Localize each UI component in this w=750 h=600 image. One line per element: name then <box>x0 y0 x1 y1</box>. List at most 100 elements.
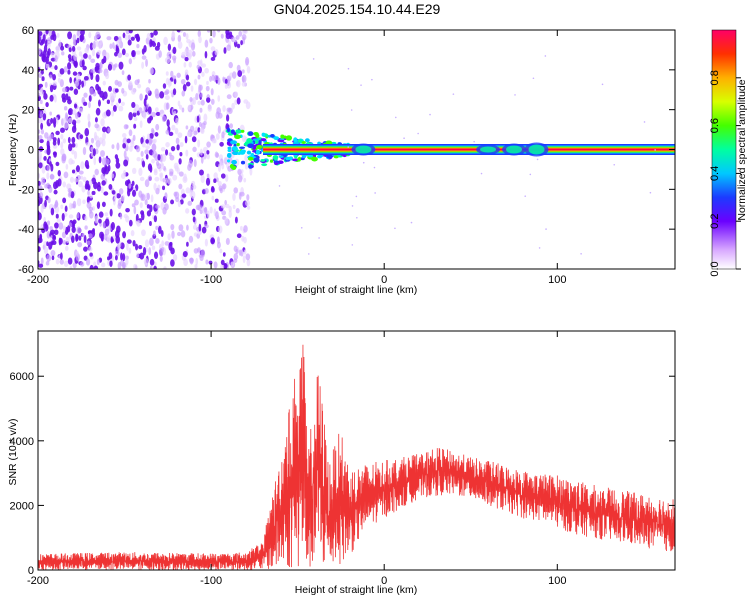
spectrogram-noise-cell <box>136 156 141 162</box>
spectrogram-noise-cell <box>246 194 250 201</box>
spectrogram-cluster-cell <box>270 134 275 138</box>
spectrogram-noise-cell <box>117 203 122 210</box>
spectrogram-noise-cell <box>188 235 194 243</box>
spectrogram-noise-cell <box>147 163 153 172</box>
spectrogram-cluster-cell <box>246 137 253 144</box>
spectrogram-cluster-cell <box>256 144 263 150</box>
spectrogram-speckle <box>312 58 315 60</box>
spectrogram-noise-cell <box>172 88 177 96</box>
spectrogram-noise-cell <box>144 149 150 155</box>
spectrogram-noise-cell <box>141 61 145 69</box>
spectrogram-noise-cell <box>109 43 113 49</box>
spectrogram-noise-cell <box>191 136 197 143</box>
spectrogram-noise-cell <box>127 34 131 41</box>
spectrogram-noise-cell <box>145 153 149 160</box>
spectrogram-noise-cell <box>50 207 55 216</box>
spectrogram-noise-cell <box>135 50 141 55</box>
spectrogram-noise-cell <box>225 174 229 182</box>
spectrogram-cluster-cell <box>274 162 279 165</box>
spectrogram-noise-cell <box>212 30 216 38</box>
spectrogram-cluster-cell <box>250 153 255 157</box>
spectrogram-noise-cell <box>128 183 132 189</box>
spectrogram-noise-cell <box>88 101 91 109</box>
spectrogram-noise-cell <box>134 199 139 206</box>
spectrogram-noise-cell <box>38 180 41 186</box>
spectrogram-noise-cell <box>71 169 76 174</box>
spectrogram-noise-cell <box>61 87 67 93</box>
spectrogram-noise-cell <box>180 79 186 85</box>
spectrogram-noise-cell <box>147 175 153 182</box>
spectrogram-noise-cell <box>40 180 46 185</box>
spectrogram-noise-cell <box>92 228 95 233</box>
spectrogram-noise-cell <box>228 209 232 218</box>
spectrogram-noise-cell <box>151 143 157 152</box>
spectrogram-noise-cell <box>172 174 178 181</box>
spectrogram-noise-cell <box>225 203 230 209</box>
spectrogram-noise-cell <box>60 204 64 210</box>
spectrogram-noise-cell <box>73 103 78 109</box>
spectrogram-noise-cell <box>206 141 211 148</box>
spectrogram-noise-cell <box>173 162 179 170</box>
spectrogram-noise-cell <box>106 99 111 105</box>
spectrogram-noise-cell <box>108 252 113 260</box>
spectrogram-noise-cell <box>45 30 49 35</box>
spectrogram-noise-cell <box>128 129 133 137</box>
spectrogram-noise-cell <box>88 54 92 60</box>
spectrogram-noise-cell <box>64 245 69 251</box>
spectrogram-noise-cell <box>168 152 172 157</box>
spectrogram-noise-cell <box>222 252 226 257</box>
spectrogram-cluster-cell <box>260 158 266 162</box>
spectrogram-noise-cell <box>166 119 170 127</box>
spectrogram-noise-cell <box>221 131 225 139</box>
spectrogram-noise-cell <box>94 123 99 129</box>
spectrogram-cluster-cell <box>297 139 303 143</box>
spectrogram-noise-cell <box>197 100 202 106</box>
spectrogram-noise-cell <box>73 53 78 61</box>
spectrogram-speckle <box>536 158 539 161</box>
spectrogram-noise-cell <box>68 47 72 53</box>
spectrogram-noise-cell <box>197 30 202 38</box>
spectrogram-noise-cell <box>135 33 140 42</box>
spectrogram-noise-cell <box>92 148 96 157</box>
spectrogram-noise-cell <box>102 49 107 58</box>
spectrogram-noise-cell <box>48 241 53 250</box>
x-tick-label: 0 <box>381 274 387 286</box>
spectrogram-noise-cell <box>155 238 160 244</box>
spectrogram-noise-cell <box>130 230 135 237</box>
spectrogram-noise-cell <box>38 172 41 180</box>
spectrogram-noise-cell <box>76 226 82 234</box>
spectrogram-noise-cell <box>75 73 81 82</box>
spectrogram-speckle <box>643 121 646 123</box>
spectrogram-noise-cell <box>228 205 232 213</box>
spectrogram-noise-cell <box>114 88 119 93</box>
colorbar-gradient <box>711 29 737 270</box>
spectrogram-noise-cell <box>216 241 221 249</box>
spectrogram-noise-cell <box>102 80 106 86</box>
spectrogram-noise-cell <box>90 72 94 80</box>
spectrogram-noise-cell <box>58 222 64 230</box>
spectrogram-noise-cell <box>152 230 156 237</box>
spectrogram-noise-cell <box>153 170 158 176</box>
spectrogram-speckle <box>374 192 376 194</box>
spectrogram-noise-cell <box>229 31 233 38</box>
spectrogram-noise-cell <box>147 106 152 114</box>
spectrogram-noise-cell <box>235 208 240 214</box>
spectrogram-noise-cell <box>123 150 127 159</box>
spectrogram-noise-cell <box>169 171 174 177</box>
spectrogram-noise-cell <box>175 117 179 125</box>
spectrogram-noise-cell <box>101 167 106 174</box>
spectrogram-noise-cell <box>232 71 237 79</box>
spectrogram-noise-cell <box>132 189 136 197</box>
spectrogram-noise-cell <box>62 240 66 245</box>
spectrogram-noise-cell <box>131 167 137 175</box>
spectrogram-noise-cell <box>62 197 67 204</box>
spectrogram-noise-cell <box>203 113 208 122</box>
chart-title: GN04.2025.154.10.44.E29 <box>274 1 441 17</box>
colorbar-ticks: 0.0 0.2 0.4 0.6 0.8 <box>709 70 741 277</box>
spectrogram-noise-cell <box>110 173 115 179</box>
spectrogram-noise-cell <box>56 218 61 223</box>
spectrogram-noise-cell <box>47 48 51 56</box>
spectrogram-noise-cell <box>55 213 59 219</box>
spectrogram-noise-cell <box>232 204 236 210</box>
spectrogram-noise-cell <box>66 225 71 233</box>
